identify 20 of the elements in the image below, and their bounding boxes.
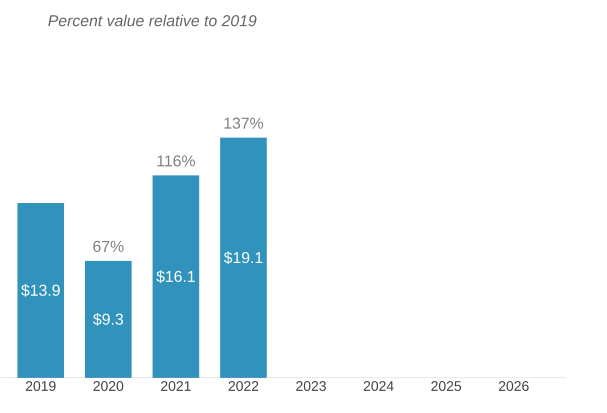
bar xyxy=(220,138,267,378)
x-tick-label: 2024 xyxy=(364,380,394,391)
x-tick-label: 2019 xyxy=(26,380,56,391)
data-label: $9.3 xyxy=(93,312,123,326)
bar xyxy=(17,202,64,378)
x-tick-label: 2020 xyxy=(94,380,124,391)
chart-title: Percent value relative to 2019 xyxy=(48,14,256,26)
annotation: 116% xyxy=(157,155,195,166)
x-tick-label: 2021 xyxy=(161,380,191,391)
bar xyxy=(84,260,132,378)
data-label: $16.1 xyxy=(156,270,195,283)
bar xyxy=(152,175,200,378)
annotation: 137% xyxy=(224,117,264,129)
x-tick-label: 2023 xyxy=(296,380,326,391)
x-tick-label: 2026 xyxy=(498,380,529,391)
data-label: $19.1 xyxy=(224,251,262,264)
annotation: 67% xyxy=(93,240,124,252)
data-label: $13.9 xyxy=(21,284,60,297)
x-tick-label: 2022 xyxy=(228,380,258,391)
x-tick-label: 2025 xyxy=(431,380,462,391)
